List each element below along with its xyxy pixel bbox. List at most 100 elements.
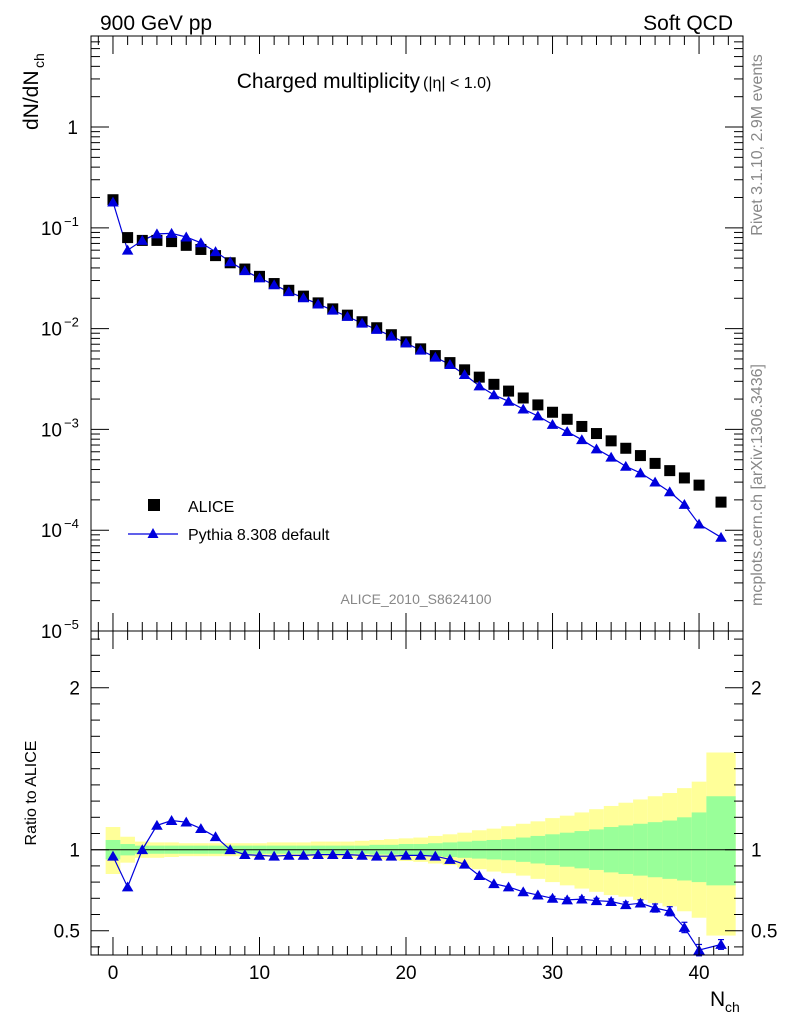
pythia-point — [107, 196, 119, 207]
ratio-xtick-label: 10 — [249, 963, 270, 984]
alice-point — [649, 457, 661, 469]
legend-marker-pythia — [147, 528, 159, 538]
pythia-ratio-point — [224, 844, 236, 855]
alice-point — [532, 399, 544, 411]
pythia-point — [356, 317, 368, 328]
main-ytick-label: 10 — [41, 320, 62, 341]
main-axes: 10 −510 −410 −310 −210 −11 — [41, 35, 743, 643]
pythia-ratio-point — [356, 849, 368, 860]
alice-point — [605, 435, 617, 447]
pythia-point — [444, 359, 456, 369]
ratio-band-inner — [677, 817, 692, 881]
pythia-point — [297, 292, 310, 303]
pythia-point — [488, 389, 500, 400]
alice-point — [195, 243, 207, 255]
main-ytick-label: 10 — [41, 420, 62, 441]
alice-point — [664, 465, 676, 477]
pythia-point — [532, 410, 544, 421]
header-right: Soft QCD — [643, 12, 733, 35]
pythia-point — [326, 304, 339, 315]
ratio-xtick-label: 20 — [395, 963, 416, 984]
pythia-ratio-point — [283, 849, 295, 860]
pythia-ratio-point — [136, 844, 149, 855]
pythia-ratio-point — [458, 858, 471, 869]
ratio-xtick-label: 40 — [688, 963, 709, 984]
alice-point — [590, 428, 602, 440]
pythia-point — [561, 426, 573, 437]
alice-point — [473, 371, 485, 383]
pythia-ratio-point — [400, 849, 412, 860]
pythia-ratio-point — [165, 815, 178, 825]
pythia-point — [605, 451, 617, 462]
pythia-ratio-point — [561, 894, 573, 905]
pythia-point — [429, 351, 442, 362]
ratio-xtick-label: 0 — [108, 963, 119, 984]
ratio-ylabel: Ratio to ALICE — [23, 741, 40, 846]
main-ytick-exponent: −5 — [64, 617, 79, 632]
pythia-ratio-point — [209, 831, 222, 842]
pythia-point — [590, 443, 603, 454]
main-panel: 10 −510 −410 −310 −210 −11 Charged multiplici… — [20, 35, 744, 643]
ratio-ytick-label: 2 — [69, 679, 80, 700]
ratio-ytick-label-right: 1 — [751, 841, 762, 862]
pythia-ratio-point — [517, 886, 529, 897]
main-ylabel: dN/dN ch — [20, 53, 47, 130]
pythia-ratio-point — [715, 938, 727, 949]
pythia-ratio-point — [620, 899, 632, 910]
alice-point — [122, 232, 134, 244]
pythia-point — [385, 330, 398, 341]
pythia-point — [576, 434, 588, 445]
alice-point — [561, 413, 573, 425]
pythia-ratio-point — [312, 849, 324, 859]
pythia-point — [715, 531, 727, 542]
ratio-panel: 0.5 0.51 12 20 10 20 30 40 Ratio to ALICE N ch — [23, 630, 777, 1015]
pythia-point — [678, 498, 691, 509]
pythia-ratio-point — [590, 895, 603, 906]
pythia-ratio-point — [121, 881, 134, 892]
pythia-ratio-point — [239, 849, 251, 859]
pythia-ratio-point — [429, 850, 442, 861]
pythia-ratio-point — [326, 849, 339, 859]
main-ytick-exponent: −2 — [64, 315, 79, 330]
ratio-ytick-label-right: 2 — [751, 679, 762, 700]
main-data-layer — [107, 194, 727, 542]
main-title-suffix: (|η| < 1.0) — [423, 75, 491, 92]
pythia-ratio-point — [649, 902, 661, 913]
pythia-ratio-point — [370, 850, 383, 861]
pythia-ratio-point — [605, 896, 617, 906]
pythia-ratio-point — [180, 816, 193, 827]
alice-point — [503, 385, 515, 397]
main-ytick-exponent: −3 — [64, 415, 79, 430]
pythia-point — [502, 395, 515, 406]
pythia-point — [253, 272, 266, 283]
pythia-point — [400, 337, 412, 348]
alice-point — [715, 496, 727, 508]
alice-point — [180, 239, 192, 251]
alice-point — [517, 392, 529, 404]
main-ytick-exponent: −4 — [64, 516, 79, 531]
pythia-ratio-point — [576, 893, 588, 904]
alice-point — [693, 479, 705, 491]
pythia-point — [209, 246, 222, 257]
main-ytick-exponent: −1 — [64, 214, 79, 229]
side-label-source: mcplots.cern.ch [arXiv:1306.3436] — [749, 364, 766, 606]
pythia-ratio-point — [678, 921, 691, 932]
pythia-ratio-point — [268, 850, 280, 861]
ratio-band-inner — [691, 812, 707, 883]
ratio-band-inner — [706, 796, 736, 886]
pythia-ratio-point — [385, 850, 398, 861]
alice-point — [678, 472, 690, 484]
ratio-xtick-label: 30 — [542, 963, 563, 984]
pythia-point — [165, 227, 178, 238]
legend: ALICE Pythia 8.308 default — [128, 499, 330, 544]
main-ylabel-sub: ch — [31, 53, 47, 68]
main-ytick-label: 10 — [41, 622, 62, 643]
pythia-point — [663, 486, 676, 497]
main-title: Charged multiplicity — [237, 70, 421, 93]
alice-point — [620, 442, 632, 454]
legend-label-alice: ALICE — [188, 499, 234, 516]
legend-marker-alice — [148, 499, 160, 511]
pythia-point — [458, 369, 471, 379]
alice-point — [166, 236, 178, 248]
